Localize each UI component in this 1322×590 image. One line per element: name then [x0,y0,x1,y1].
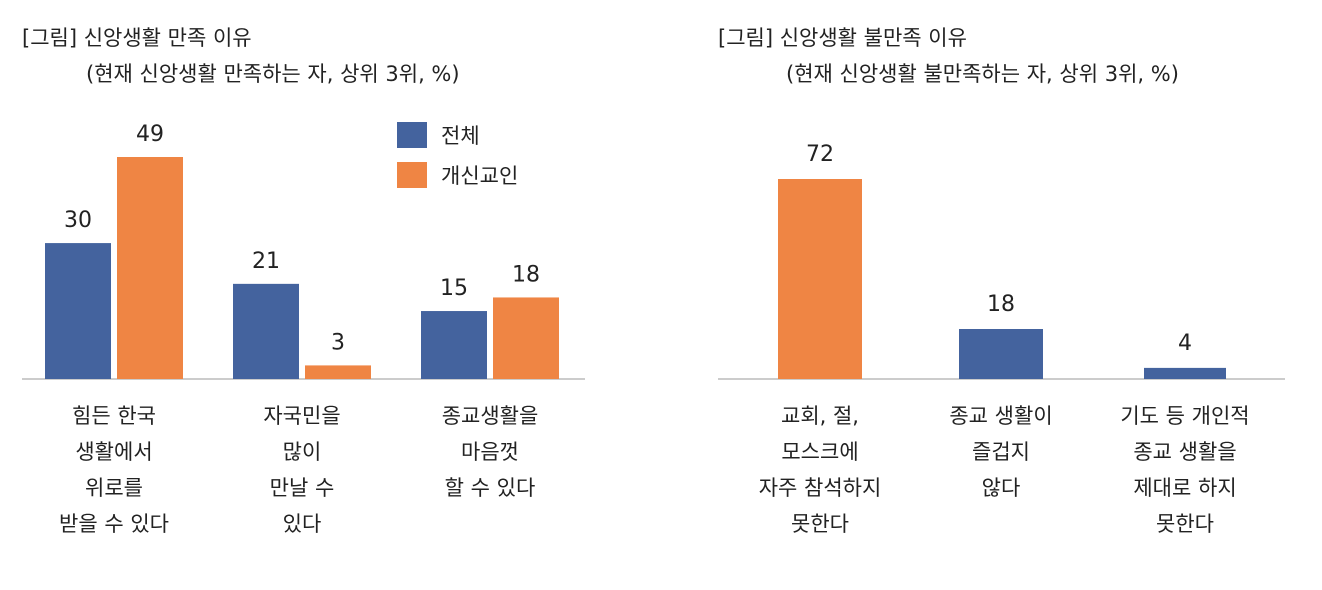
chart-subtitle: (현재 신앙생활 불만족하는 자, 상위 3위, %) [786,62,1179,86]
bar-total [421,311,487,379]
legend-swatch [397,162,427,188]
bar [1144,367,1226,379]
category-label: 많이 [283,440,322,464]
bar [959,329,1043,379]
bar-total [233,283,299,379]
category-label: 종교생활을 [442,404,539,428]
data-label: 18 [512,262,540,287]
category-label: 제대로 하지 [1133,476,1236,500]
category-label: 마음껏 [461,440,519,464]
data-label: 72 [806,142,834,167]
category-label: 자주 참석하지 [759,476,882,500]
data-label: 49 [136,122,164,147]
category-label: 만날 수 [270,476,335,500]
category-label: 받을 수 있다 [59,512,169,536]
category-label: 않다 [982,476,1021,500]
data-label: 4 [1178,331,1192,356]
data-label: 18 [987,292,1015,317]
category-label: 교회, 절, [781,404,859,428]
category-label: 못한다 [1156,512,1214,536]
category-label: 못한다 [791,512,849,536]
bar-converts [305,365,371,379]
category-label: 기도 등 개인적 [1120,404,1249,428]
category-label: 모스크에 [781,440,858,464]
data-label: 21 [252,249,280,274]
chart-title: [그림] 신앙생활 만족 이유 [22,26,252,50]
category-label: 할 수 있다 [445,476,536,500]
bar-total [45,243,111,379]
chart-dissatisfaction-panel: [그림] 신앙생활 불만족 이유 (현재 신앙생활 불만족하는 자, 상위 3위… [661,0,1322,590]
category-label: 자국민을 [263,404,340,428]
data-label: 3 [331,330,345,355]
chart-satisfaction-panel: [그림] 신앙생활 만족 이유 (현재 신앙생활 만족하는 자, 상위 3위, … [22,26,585,536]
bar-converts [117,157,183,379]
category-label: 종교 생활을 [1133,440,1236,464]
bar [778,179,862,379]
legend-label: 전체 [441,124,480,148]
bar-converts [493,297,559,379]
category-label: 위로를 [85,476,143,500]
data-label: 30 [64,208,92,233]
category-label: 생활에서 [75,440,152,464]
category-label: 종교 생활이 [949,404,1052,428]
category-label: 힘든 한국 [72,404,156,428]
category-label: 즐겁지 [972,440,1030,464]
chart-subtitle: (현재 신앙생활 만족하는 자, 상위 3위, %) [86,62,460,86]
chart-title: [그림] 신앙생활 불만족 이유 [718,26,967,50]
legend-label: 개신교인 [441,164,518,188]
data-label: 15 [440,276,468,301]
category-label: 있다 [283,512,322,536]
legend-swatch [397,122,427,148]
